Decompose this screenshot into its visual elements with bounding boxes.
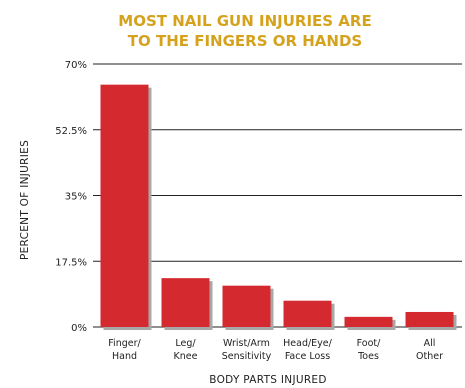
- x-tick-label: Wrist/Arm: [223, 338, 270, 349]
- y-tick-labels: 0% 17.5% 35% 52.5% 70%: [55, 60, 87, 334]
- x-tick-label: Foot/: [357, 338, 381, 349]
- gridlines: [93, 63, 462, 328]
- x-tick-label: Head/Eye/: [283, 338, 333, 349]
- x-tick-label: Leg/: [175, 338, 196, 349]
- x-tick-label: Hand: [112, 351, 137, 362]
- bar: [344, 316, 393, 327]
- x-tick-label: Other: [416, 351, 443, 362]
- x-tick-label: Toes: [357, 351, 379, 362]
- y-axis-title: PERCENT OF INJURIES: [19, 140, 31, 260]
- bar: [405, 311, 454, 327]
- y-tick-label: 0%: [71, 323, 87, 334]
- chart-title-line-1: MOST NAIL GUN INJURIES ARE: [118, 12, 371, 30]
- x-tick-labels: Finger/Hand Leg/Knee Wrist/Arm Sensitivity H…: [108, 338, 443, 362]
- x-tick-label: Sensitivity: [222, 351, 272, 362]
- bar: [161, 278, 210, 327]
- bars: [100, 84, 457, 331]
- chart-title-line-2: TO THE FINGERS OR HANDS: [128, 32, 362, 50]
- bar: [100, 84, 149, 328]
- x-tick-label: Knee: [174, 351, 198, 362]
- bar: [283, 300, 332, 327]
- y-tick-label: 70%: [65, 60, 87, 71]
- x-axis-title: BODY PARTS INJURED: [209, 374, 327, 386]
- x-tick-label: Finger/: [108, 338, 141, 349]
- x-tick-label: Face Loss: [285, 351, 330, 362]
- x-tick-label: All: [424, 338, 436, 349]
- bar: [222, 285, 271, 327]
- y-tick-label: 17.5%: [55, 257, 87, 268]
- y-tick-label: 35%: [65, 192, 87, 203]
- y-tick-label: 52.5%: [55, 126, 87, 137]
